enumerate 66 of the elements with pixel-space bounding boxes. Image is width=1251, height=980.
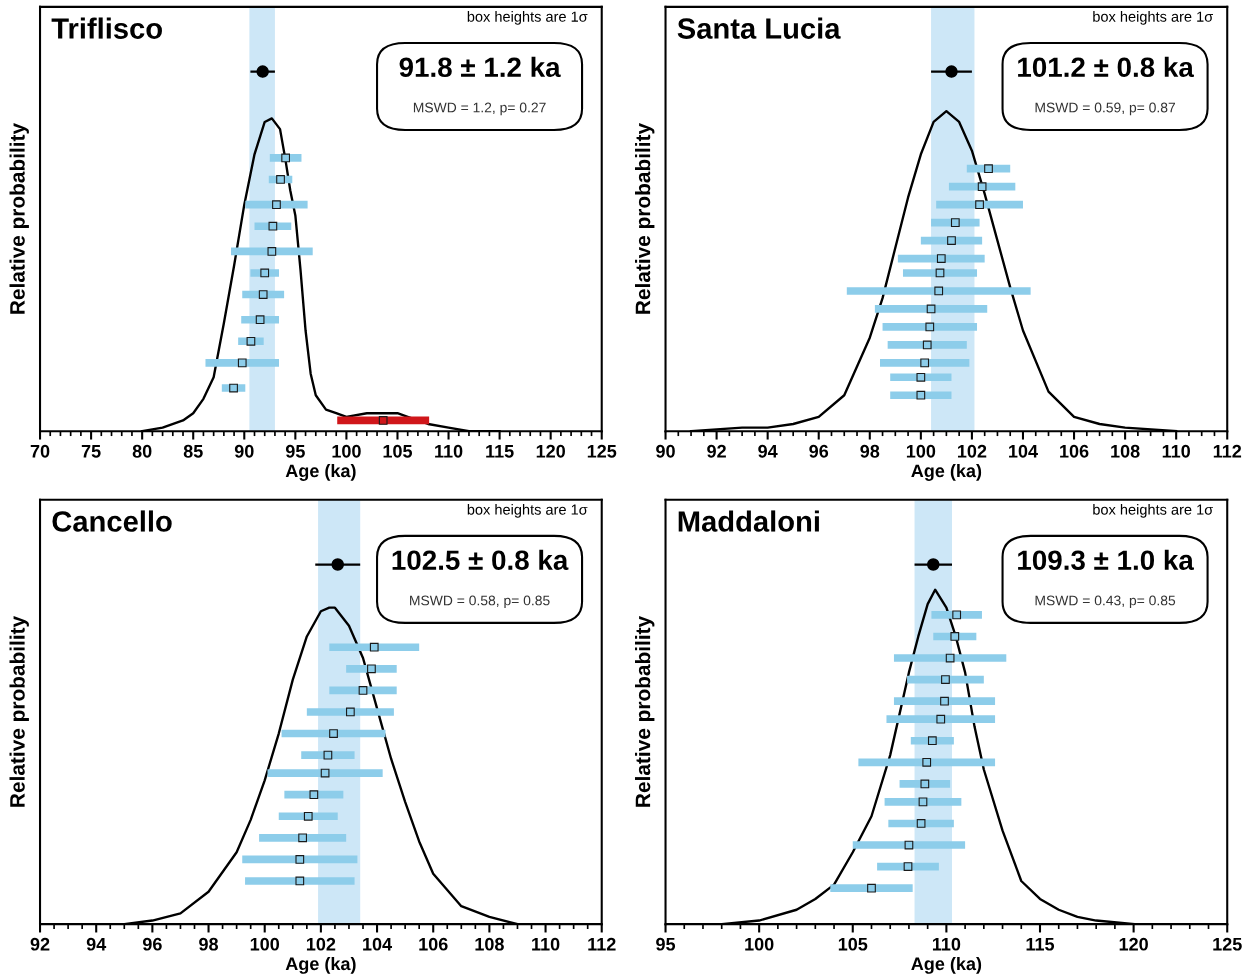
x-tick-label: 94: [758, 444, 778, 458]
annotation: MSWD = 0.58, p= 0.85: [410, 595, 550, 609]
x-tick-label: 92: [707, 444, 726, 458]
x-tick-label: 102: [957, 444, 987, 458]
x-tick-label: 110: [1162, 444, 1190, 458]
x-tick-label: 120: [1119, 937, 1148, 951]
x-tick-label: 106: [419, 937, 448, 951]
x-axis-title: Age (ka): [911, 464, 982, 481]
x-tick-label: 115: [486, 445, 514, 458]
chart-title: Cancello: [52, 510, 172, 532]
annotation: 91.8 ± 1.2 ka: [399, 56, 561, 78]
x-tick-label: 110: [932, 937, 961, 951]
annotation: MSWD = 0.59, p= 0.87: [1035, 102, 1175, 116]
x-tick-label: 102: [306, 937, 336, 951]
x-axis-title: Age (ka): [285, 956, 356, 974]
x-tick-label: 100: [906, 444, 936, 458]
x-tick-label: 100: [745, 937, 774, 951]
x-tick-label: 70: [30, 444, 50, 458]
x-tick-label: 98: [860, 444, 880, 458]
chart-title: Triflisco: [51, 17, 162, 39]
y-axis-title: Relative probability: [9, 615, 29, 807]
y-axis-title: Relative probability: [635, 123, 655, 314]
text: box heights are 1σ: [467, 11, 588, 25]
x-tick-label: 80: [132, 444, 152, 458]
x-tick-label: 98: [199, 937, 219, 951]
text: box heights are 1σ: [467, 504, 588, 518]
x-tick-label: 105: [838, 937, 868, 951]
x-tick-label: 95: [285, 444, 305, 458]
x-tick-label: 104: [363, 937, 393, 951]
x-tick-label: 100: [250, 937, 280, 951]
y-axis-title: Relative probability: [635, 615, 655, 807]
x-axis-title: Age (ka): [911, 956, 982, 974]
x-tick-label: 110: [435, 444, 463, 458]
annotation: 101.2 ± 0.8 ka: [1018, 56, 1194, 78]
x-tick-label: 125: [587, 444, 617, 458]
x-tick-label: 75: [81, 445, 101, 458]
x-tick-label: 112: [588, 937, 616, 951]
x-tick-label: 85: [183, 444, 203, 458]
annotation: 109.3 ± 1.0 ka: [1018, 549, 1194, 571]
x-tick-label: 90: [234, 444, 254, 458]
x-tick-label: 115: [1026, 938, 1055, 951]
annotation: MSWD = 0.43, p= 0.85: [1035, 595, 1176, 609]
x-tick-label: 120: [536, 444, 565, 458]
chart-title: Maddaloni: [678, 510, 819, 532]
chart-title: Santa Lucia: [677, 17, 841, 39]
annotation: 102.5 ± 0.8 ka: [392, 549, 569, 571]
x-tick-label: 108: [1111, 444, 1140, 458]
x-tick-label: 104: [1009, 444, 1038, 458]
y-axis-title: Relative probability: [9, 123, 29, 314]
annotation: MSWD = 1.2, p= 0.27: [413, 102, 546, 116]
text: box heights are 1σ: [1093, 11, 1213, 25]
x-tick-label: 112: [1213, 444, 1242, 458]
x-tick-label: 125: [1213, 937, 1242, 951]
x-tick-label: 90: [656, 444, 675, 458]
text: box heights are 1σ: [1093, 504, 1213, 518]
x-tick-label: 94: [86, 937, 107, 951]
x-tick-label: 110: [532, 937, 560, 951]
x-tick-label: 100: [332, 444, 361, 458]
x-tick-label: 96: [142, 937, 162, 951]
x-tick-label: 95: [656, 937, 676, 951]
x-tick-label: 108: [475, 937, 504, 951]
x-tick-label: 106: [1060, 444, 1089, 458]
x-axis-title: Age (ka): [285, 464, 356, 481]
x-tick-label: 96: [809, 444, 829, 458]
x-tick-label: 92: [30, 937, 50, 951]
x-tick-label: 105: [383, 444, 413, 458]
